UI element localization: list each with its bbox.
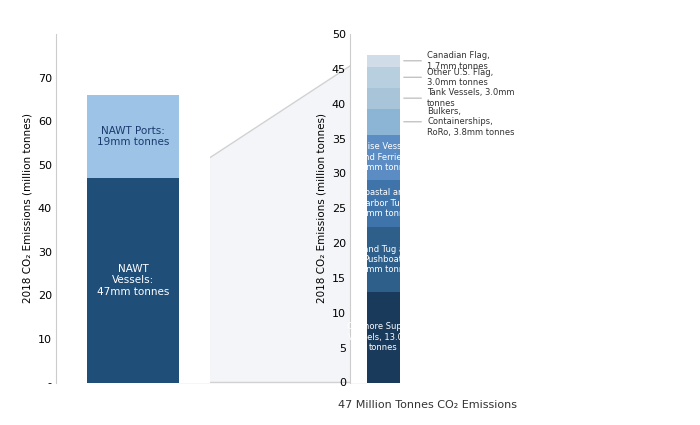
Text: Bulkers,
Containerships,
RoRo, 3.8mm tonnes: Bulkers, Containerships, RoRo, 3.8mm ton… <box>404 107 514 137</box>
Bar <box>87 178 179 382</box>
Bar <box>367 67 400 88</box>
Text: NAWT Ports:
19mm tonnes: NAWT Ports: 19mm tonnes <box>97 125 169 147</box>
Text: Other U.S. Flag,
3.0mm tonnes: Other U.S. Flag, 3.0mm tonnes <box>404 68 494 87</box>
Bar <box>367 108 400 135</box>
Bar <box>367 88 400 108</box>
Y-axis label: 2018 CO₂ Emissions (million tonnes): 2018 CO₂ Emissions (million tonnes) <box>316 113 326 303</box>
Bar <box>87 95 179 178</box>
Text: Cruise Vessels
and Ferries,
6.4mm tonnes: Cruise Vessels and Ferries, 6.4mm tonnes <box>353 142 414 172</box>
Text: Offshore Support
Vessels, 13.0mm
tonnes: Offshore Support Vessels, 13.0mm tonnes <box>347 322 419 352</box>
Text: Tank Vessels, 3.0mm
tonnes: Tank Vessels, 3.0mm tonnes <box>404 88 514 108</box>
Bar <box>367 180 400 227</box>
Text: 47 Million Tonnes CO₂ Emissions: 47 Million Tonnes CO₂ Emissions <box>337 400 517 410</box>
Bar <box>367 55 400 67</box>
Bar <box>367 135 400 180</box>
Text: Canadian Flag,
1.7mm tonnes: Canadian Flag, 1.7mm tonnes <box>404 51 490 71</box>
Y-axis label: 2018 CO₂ Emissions (million tonnes): 2018 CO₂ Emissions (million tonnes) <box>22 113 32 303</box>
Text: Coastal and
Harbor Tug,
6.8mm tonnes: Coastal and Harbor Tug, 6.8mm tonnes <box>353 188 414 218</box>
Bar <box>367 292 400 382</box>
Text: Inland Tug and
Pushboat,
9.3mm tonnes: Inland Tug and Pushboat, 9.3mm tonnes <box>353 244 414 275</box>
Text: NAWT
Vessels:
47mm tonnes: NAWT Vessels: 47mm tonnes <box>97 264 169 297</box>
Bar <box>367 227 400 292</box>
